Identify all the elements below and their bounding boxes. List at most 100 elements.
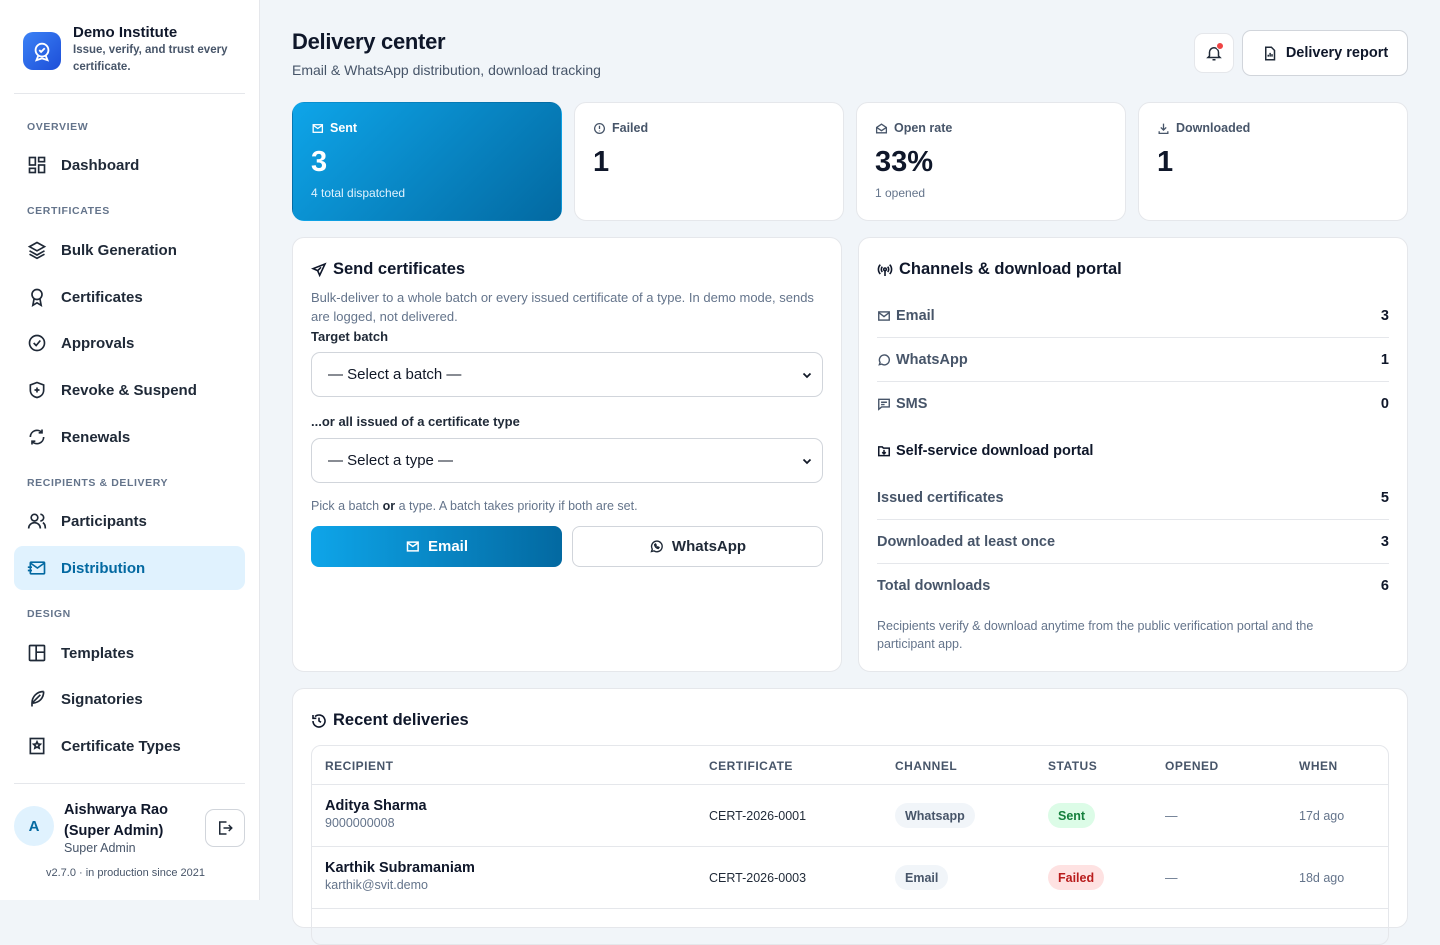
stat-card-downloaded: Downloaded 1 [1138,102,1408,221]
portal-download-icon [877,446,891,457]
sidebar-item-signatories[interactable]: Signatories [14,677,245,721]
delivery-report-button[interactable]: Delivery report [1242,30,1408,76]
brand: Demo Institute Issue, verify, and trust … [14,22,245,94]
portal-row-issued: Issued certificates 5 [877,476,1389,520]
file-chart-icon [1264,46,1276,60]
selection-hint: Pick a batch or a type. A batch takes pr… [311,499,638,513]
table-header: RECIPIENT CERTIFICATE CHANNEL STATUS OPE… [312,746,1388,785]
sidebar-item-label: Bulk Generation [61,241,177,259]
dashboard-icon [28,156,46,174]
brand-logo-icon [23,32,61,70]
page-subtitle: Email & WhatsApp distribution, download … [292,62,601,78]
send-email-button[interactable]: Email [311,526,562,567]
template-icon [28,644,46,662]
sidebar-item-bulk-generation[interactable]: Bulk Generation [14,228,245,272]
notification-dot [1216,42,1224,50]
column-header: CERTIFICATE [709,758,793,773]
brand-name: Demo Institute [73,24,178,41]
sidebar-item-label: Participants [61,512,147,530]
logout-button[interactable] [205,809,245,847]
sidebar-item-label: Distribution [61,559,146,577]
sidebar-item-participants[interactable]: Participants [14,499,245,543]
stat-value: 1 [593,146,610,178]
channel-row-sms: SMS 0 [877,382,1389,426]
sidebar-item-label: Dashboard [61,156,140,174]
channels-title: Channels & download portal [877,260,1122,279]
whatsapp-icon [878,353,891,366]
nav-section-overview: OVERVIEW [27,121,89,133]
column-header: WHEN [1299,758,1338,773]
certificate-id: CERT-2026-0003 [709,871,807,885]
mail-icon [878,310,890,321]
sidebar-item-label: Certificates [61,288,143,306]
sidebar-item-renewals[interactable]: Renewals [14,415,245,459]
sidebar-item-certificate-types[interactable]: Certificate Types [14,724,245,768]
stat-value: 1 [1157,146,1174,178]
sidebar-item-certificates[interactable]: Certificates [14,275,245,319]
nav-section-recipients: RECIPIENTS & DELIVERY [27,477,169,489]
channel-badge: Email [895,865,949,890]
app-version: v2.7.0 · in production since 2021 [46,867,205,879]
column-header: CHANNEL [895,758,958,773]
stat-label: Failed [612,121,649,135]
stat-value: 3 [311,146,328,178]
sidebar-item-label: Certificate Types [61,737,181,755]
recent-deliveries-title: Recent deliveries [311,711,469,730]
channel-badge: Whatsapp [895,803,975,828]
stat-label: Downloaded [1176,121,1251,135]
channel-row-whatsapp: WhatsApp 1 [877,338,1389,382]
logout-icon [219,821,233,835]
table-row[interactable]: Aditya Sharma 9000000008 CERT-2026-0001 … [312,785,1388,847]
nav-section-design: DESIGN [27,608,71,620]
sidebar-item-label: Approvals [61,334,135,352]
refresh-icon [29,429,45,445]
opened-value: — [1165,871,1178,885]
channel-row-email: Email 3 [877,294,1389,338]
portal-note: Recipients verify & download anytime fro… [877,619,1314,651]
sidebar-item-distribution[interactable]: Distribution [14,546,245,590]
stat-value: 33% [875,146,934,178]
avatar: A [14,806,54,846]
status-badge: Failed [1048,865,1105,890]
user-name: Aishwarya Rao (Super Admin) [64,802,168,839]
channels-card: Channels & download portal Email 3 Whats… [858,237,1408,672]
recipient-name: Aditya Sharma [325,798,427,814]
history-icon [312,713,326,728]
send-certificates-card: Send certificates Bulk-deliver to a whol… [292,237,842,672]
sidebar-item-approvals[interactable]: Approvals [14,321,245,365]
recent-deliveries-card: Recent deliveries RECIPIENT CERTIFICATE … [292,688,1408,945]
sidebar-item-dashboard[interactable]: Dashboard [14,143,245,187]
when-value: 17d ago [1299,809,1345,823]
chevron-down-icon [802,458,812,465]
message-icon [878,398,890,411]
user-role: Super Admin [64,841,136,855]
certificate-type-select[interactable]: — Select a type — [311,438,823,483]
sidebar-item-revoke-suspend[interactable]: Revoke & Suspend [14,368,245,412]
recipient-contact: karthik@svit.demo [325,878,428,892]
recipient-contact: 9000000008 [325,816,395,830]
send-mail-icon [312,123,324,133]
deliveries-table: RECIPIENT CERTIFICATE CHANNEL STATUS OPE… [311,745,1389,945]
mail-open-icon [875,122,888,133]
recipient-name: Karthik Subramaniam [325,860,475,876]
alert-circle-icon [593,122,606,134]
sidebar-item-label: Signatories [61,690,143,708]
send-description: Bulk-deliver to a whole batch or every i… [311,290,814,324]
nav-section-certificates: CERTIFICATES [27,205,110,217]
stat-label: Open rate [894,121,953,135]
bookmark-star-icon [29,737,45,755]
notifications-button[interactable] [1194,33,1234,73]
column-header: OPENED [1165,758,1219,773]
send-whatsapp-button[interactable]: WhatsApp [572,526,823,567]
certificate-type-label: ...or all issued of a certificate type [311,414,520,429]
user-panel: A Aishwarya Rao (Super Admin) Super Admi… [14,783,245,873]
check-circle-icon [28,334,46,352]
sidebar: Demo Institute Issue, verify, and trust … [0,0,260,900]
stat-card-sent: Sent 3 4 total dispatched [292,102,562,221]
sidebar-item-templates[interactable]: Templates [14,631,245,675]
status-badge: Sent [1048,803,1096,828]
batch-select[interactable]: — Select a batch — [311,352,823,397]
layers-icon [27,241,47,260]
sidebar-item-label: Renewals [61,428,131,446]
users-icon [27,513,47,529]
